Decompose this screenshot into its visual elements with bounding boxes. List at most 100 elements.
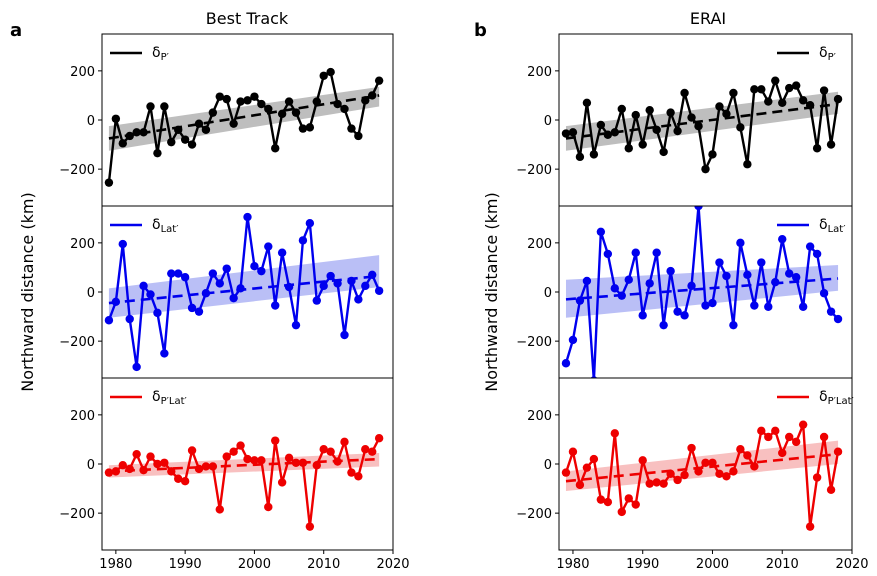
panel-b-sub3-point-1991 bbox=[645, 479, 654, 488]
panel-a-sub1-confidence-band bbox=[108, 86, 380, 151]
panel-a-sub2-point-1986 bbox=[153, 308, 162, 318]
panel-a-sub3-point-2015 bbox=[354, 472, 363, 481]
panel-a-sub3-point-2017 bbox=[368, 447, 377, 456]
panel-a-sub2-point-2017 bbox=[368, 270, 377, 279]
panel-a-sub3-point-1991 bbox=[187, 446, 197, 455]
panel-a-sub1-point-1998 bbox=[236, 97, 245, 106]
panel-a-sub3-xtick-label: 2020 bbox=[376, 557, 409, 572]
panel-b-sub1-point-1981 bbox=[575, 152, 585, 162]
panel-b-sub2-point-2016 bbox=[819, 289, 829, 298]
panel-b-sub1-plot-area bbox=[561, 76, 843, 174]
panel-a-sub1-point-1994 bbox=[208, 108, 218, 117]
panel-b-sub2-point-2003 bbox=[729, 320, 738, 330]
panel-b-sub3-point-2009 bbox=[771, 426, 780, 436]
panel-a-sub2-point-2002 bbox=[264, 242, 273, 251]
panel-b-sub2-point-1989 bbox=[631, 248, 640, 257]
panel-b-sub1-point-1990 bbox=[638, 140, 647, 149]
panel-b-sub2-point-2017 bbox=[826, 307, 836, 316]
panel-b-sub1-point-1980 bbox=[568, 128, 578, 137]
panel-a-sub2-point-2011 bbox=[326, 271, 335, 281]
panel-b-sub3-point-2017 bbox=[826, 485, 836, 494]
panel-a-sub1-point-2005 bbox=[284, 97, 294, 106]
panel-b-sub2-point-1987 bbox=[617, 291, 626, 300]
panel-a-sub3-point-1998 bbox=[236, 441, 245, 450]
panel-b-sub3-point-1994 bbox=[666, 469, 675, 479]
panel-title-b: ERAI bbox=[690, 9, 726, 28]
panel-a-sub1-point-2001 bbox=[257, 99, 266, 109]
panel-a-sub1-point-2007 bbox=[298, 124, 308, 133]
panel-a-sub1-point-1988 bbox=[167, 137, 176, 147]
panel-a-sub1-point-2004 bbox=[277, 109, 287, 119]
panel-b-sub3-xtick-label: 1990 bbox=[626, 557, 659, 572]
panel-a-sub1-point-2002 bbox=[264, 104, 273, 114]
panel-b-sub1-point-1984 bbox=[596, 120, 606, 130]
panel-a-sub3-point-1981 bbox=[118, 461, 127, 470]
panel-a-sub2-point-1996 bbox=[222, 264, 231, 273]
panel-a-sub2-point-2008 bbox=[305, 219, 315, 228]
panel-b-sub3-point-1999 bbox=[701, 458, 710, 467]
panel-b-sub2: −200 0 200 δLat′ bbox=[516, 205, 853, 379]
panel-b-sub2-point-2013 bbox=[798, 302, 808, 311]
panel-b-sub2-point-2001 bbox=[715, 258, 724, 267]
panel-b-sub3-point-2018 bbox=[833, 447, 843, 456]
panel-b-sub2-point-2002 bbox=[722, 271, 731, 281]
panel-b-sub1-point-2016 bbox=[819, 86, 829, 95]
panel-a-sub1-point-1999 bbox=[243, 96, 252, 105]
panel-b-sub1-point-2003 bbox=[729, 88, 738, 98]
panel-b-sub1-point-2018 bbox=[833, 94, 843, 104]
panel-b-sub2-ytick-label: 200 bbox=[527, 237, 552, 252]
panel-a-sub2-point-1984 bbox=[139, 281, 148, 291]
panel-a-sub2-point-2000 bbox=[250, 262, 259, 271]
panel-b-sub3-point-1986 bbox=[610, 429, 620, 438]
panel-a-sub1-point-2017 bbox=[368, 91, 377, 100]
panel-a-sub2-point-2004 bbox=[277, 248, 287, 257]
panel-a-sub3-point-1983 bbox=[132, 449, 141, 459]
panel-b-sub2-point-1992 bbox=[652, 248, 661, 257]
panel-a-sub2-point-2005 bbox=[284, 282, 294, 292]
panel-a-sub2-point-2015 bbox=[354, 295, 363, 304]
panel-b-sub1-trend-line bbox=[565, 102, 839, 140]
panel-b-sub1-point-2017 bbox=[826, 140, 836, 149]
panel-b-sub3-point-1983 bbox=[589, 454, 599, 464]
panel-a-sub3-point-1982 bbox=[125, 464, 134, 474]
panel-a-sub1-point-1992 bbox=[194, 119, 204, 128]
panel-a-sub3-point-1992 bbox=[194, 464, 204, 474]
panel-a-sub1-point-2000 bbox=[250, 92, 259, 101]
panel-a-sub1-point-2018 bbox=[374, 76, 384, 85]
panel-a-sub1-point-1989 bbox=[174, 125, 183, 135]
panel-b-sub2-point-2007 bbox=[757, 258, 766, 267]
panel-a-sub1-point-1980 bbox=[111, 114, 121, 123]
panel-b-sub3-point-1982 bbox=[582, 463, 592, 472]
panel-a-sub1-point-1990 bbox=[180, 135, 190, 144]
panel-b-sub1-ytick-label: 0 bbox=[544, 114, 552, 129]
panel-a-sub1-point-1983 bbox=[132, 128, 141, 137]
panel-a-sub1-point-1982 bbox=[125, 131, 134, 141]
panel-b-sub3-point-2010 bbox=[778, 448, 787, 458]
panel-a-sub3-point-2018 bbox=[374, 434, 384, 443]
panel-a-sub2-legend-label: δLat′ bbox=[152, 217, 179, 235]
panel-a-sub1-ytick-label: −200 bbox=[59, 163, 95, 178]
panel-b-sub3-xtick-label: 2010 bbox=[766, 557, 799, 572]
panel-a-sub3-legend-label: δP′Lat′ bbox=[152, 389, 187, 407]
panel-b-sub3-point-1984 bbox=[596, 495, 606, 504]
panel-a-sub1-point-2015 bbox=[354, 131, 363, 141]
panel-b-sub3-ytick-label: 0 bbox=[544, 458, 552, 473]
panel-b-sub1-point-1979 bbox=[561, 129, 571, 138]
panel-b-sub1-point-1989 bbox=[631, 110, 640, 120]
panel-a-sub3-point-2009 bbox=[312, 461, 321, 470]
panel-b-sub3-point-2011 bbox=[785, 432, 794, 442]
panel-a-sub1-point-1987 bbox=[160, 102, 169, 111]
panel-b-sub1-point-1998 bbox=[694, 121, 703, 131]
panel-b-sub2-point-1985 bbox=[603, 249, 613, 259]
panel-a-sub3: −200 0 200 1980 1990 2000 2010 2020 δP′Lat′ bbox=[59, 377, 410, 572]
panel-a-sub2-point-1994 bbox=[208, 269, 218, 278]
panel-a-sub2-point-2018 bbox=[374, 286, 384, 295]
panel-b-sub1-point-1982 bbox=[582, 98, 592, 108]
panel-b-sub2-point-1995 bbox=[673, 307, 682, 316]
panel-b-sub2-point-1991 bbox=[645, 279, 654, 288]
panel-b-sub2-plot-area bbox=[561, 206, 843, 378]
panel-a-sub2-point-1981 bbox=[118, 239, 127, 249]
panel-a-sub1-point-1984 bbox=[139, 128, 148, 137]
panel-b-sub1-point-2012 bbox=[791, 81, 801, 90]
